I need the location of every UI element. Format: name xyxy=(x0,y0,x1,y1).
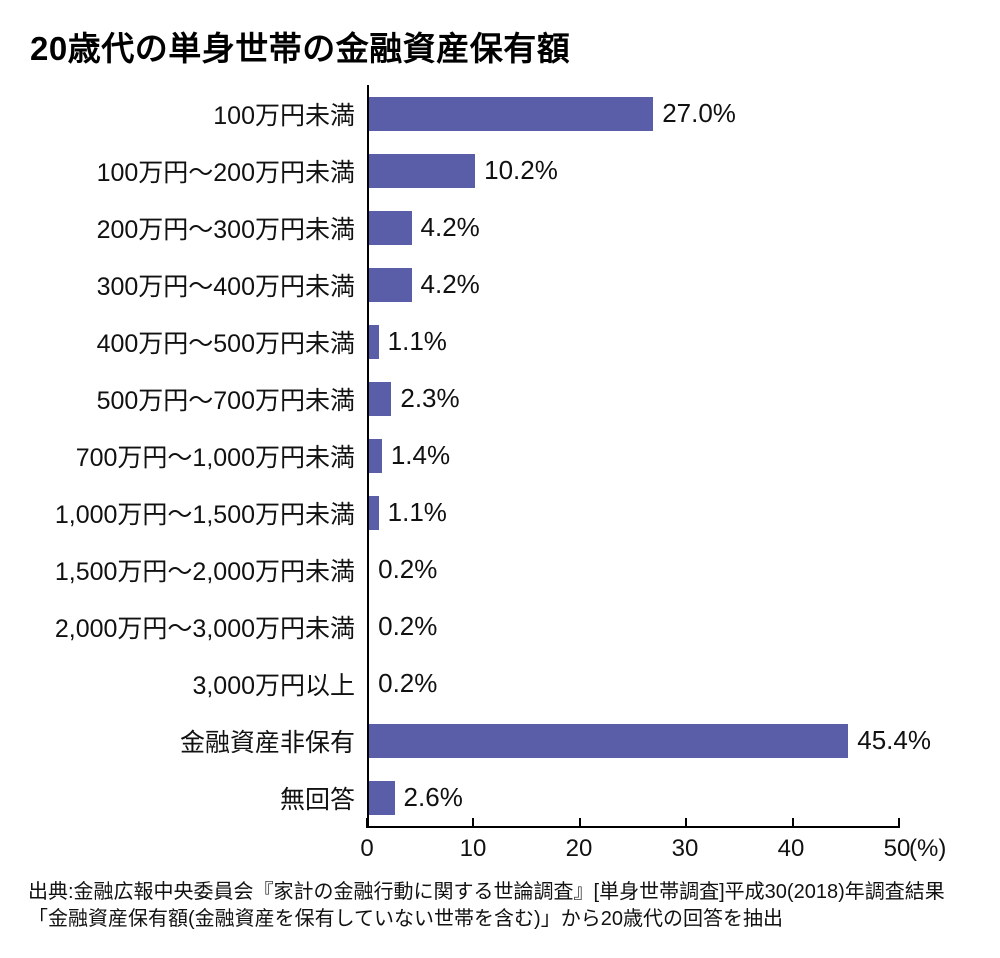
category-label: 700万円〜1,000万円未満 xyxy=(75,443,355,472)
bar-row: 500万円〜700万円未満 2.3% xyxy=(30,370,897,427)
bar-row: 100万円未満 27.0% xyxy=(30,85,897,142)
value-label: 10.2% xyxy=(484,155,558,185)
y-axis-line xyxy=(367,85,369,828)
category-label: 無回答 xyxy=(279,785,355,814)
x-axis-tick xyxy=(685,818,688,828)
bar xyxy=(367,495,379,530)
bar-row: 1,000万円〜1,500万円未満 1.1% xyxy=(30,484,897,541)
x-axis-tick-label: 20 xyxy=(565,835,593,862)
category-label: 1,000万円〜1,500万円未満 xyxy=(54,500,355,529)
bar xyxy=(367,723,849,758)
bar-plot-area: 4.2% xyxy=(367,256,897,313)
bar xyxy=(367,780,395,815)
x-axis-tick-label: 10 xyxy=(459,835,487,862)
source-line-1: 出典:金融広報中央委員会『家計の金融行動に関する世論調査』[単身世帯調査]平成3… xyxy=(28,881,945,903)
bar-row: 400万円〜500万円未満 1.1% xyxy=(30,313,897,370)
x-axis-tick-label: 40 xyxy=(777,835,805,862)
x-axis-tick xyxy=(472,818,475,828)
bar-row: 金融資産非保有 45.4% xyxy=(30,712,931,769)
bar-row: 100万円〜200万円未満 10.2% xyxy=(30,142,897,199)
category-label: 100万円〜200万円未満 xyxy=(96,158,355,187)
category-label: 金融資産非保有 xyxy=(179,728,355,757)
bar-plot-area: 1.1% xyxy=(367,313,897,370)
bar-plot-area: 0.2% xyxy=(367,655,897,712)
bar xyxy=(367,381,392,416)
bar xyxy=(367,267,412,302)
bar-plot-area: 2.6% xyxy=(367,769,897,826)
value-label: 1.4% xyxy=(390,440,451,470)
bar-rows: 100万円未満 27.0% 100万円〜200万円未満 10.2% 200万円〜300万… xyxy=(30,85,931,826)
x-axis-tick xyxy=(366,818,368,828)
bar-plot-area: 10.2% xyxy=(367,142,897,199)
x-axis-unit-label: (%) xyxy=(909,835,947,862)
x-axis-tick xyxy=(578,818,581,828)
chart-title: 20歳代の単身世帯の金融資産保有額 xyxy=(30,30,571,67)
bar xyxy=(367,210,412,245)
bar xyxy=(367,438,382,473)
bar-plot-area: 0.2% xyxy=(367,541,897,598)
bar-plot-area: 45.4% xyxy=(367,712,931,769)
x-axis-line xyxy=(366,818,900,828)
source-line-2: 「金融資産保有額(金融資産を保有していない世帯を含む)」から20歳代の回答を抽出 xyxy=(28,908,783,930)
bar xyxy=(367,153,476,188)
category-label: 300万円〜400万円未満 xyxy=(96,272,355,301)
value-label: 4.2% xyxy=(420,212,480,242)
x-axis-tick xyxy=(791,818,794,828)
bar-chart: 100万円未満 27.0% 100万円〜200万円未満 10.2% 200万円〜300万… xyxy=(30,85,946,862)
bar-plot-area: 27.0% xyxy=(367,85,897,142)
category-label: 500万円〜700万円未満 xyxy=(96,386,355,415)
bar xyxy=(367,324,379,359)
bar-plot-area: 1.4% xyxy=(367,427,897,484)
bar-plot-area: 4.2% xyxy=(367,199,897,256)
value-label: 27.0% xyxy=(662,98,736,128)
bar-row: 300万円〜400万円未満 4.2% xyxy=(30,256,897,313)
value-label: 1.1% xyxy=(387,497,447,527)
source-note: 出典:金融広報中央委員会『家計の金融行動に関する世論調査』[単身世帯調査]平成3… xyxy=(28,879,988,933)
value-label: 2.6% xyxy=(403,782,463,812)
value-label: 0.2% xyxy=(378,611,438,641)
category-label: 400万円〜500万円未満 xyxy=(96,329,355,358)
category-label: 1,500万円〜2,000万円未満 xyxy=(54,557,355,586)
category-label: 2,000万円〜3,000万円未満 xyxy=(54,614,355,643)
x-axis-tick-label: 0 xyxy=(360,835,374,862)
bar-plot-area: 2.3% xyxy=(367,370,897,427)
value-label: 45.4% xyxy=(857,725,931,755)
bar xyxy=(367,96,654,131)
bar-row: 2,000万円〜3,000万円未満 0.2% xyxy=(30,598,897,655)
bar-row: 無回答 2.6% xyxy=(30,769,897,826)
value-label: 0.2% xyxy=(378,554,438,584)
bar-plot-area: 1.1% xyxy=(367,484,897,541)
bar-row: 3,000万円以上 0.2% xyxy=(30,655,897,712)
category-label: 200万円〜300万円未満 xyxy=(96,215,355,244)
bar-row: 200万円〜300万円未満 4.2% xyxy=(30,199,897,256)
x-axis-tick-label: 30 xyxy=(671,835,699,862)
category-label: 3,000万円以上 xyxy=(192,671,355,700)
bar-row: 700万円〜1,000万円未満 1.4% xyxy=(30,427,897,484)
value-label: 0.2% xyxy=(378,668,438,698)
value-label: 2.3% xyxy=(400,383,460,413)
x-axis-tick-labels: (%) 0 10 20 30 40 50 xyxy=(360,835,946,865)
bar-plot-area: 0.2% xyxy=(367,598,897,655)
value-label: 4.2% xyxy=(420,269,480,299)
value-label: 1.1% xyxy=(387,326,447,356)
x-axis-tick xyxy=(898,818,900,828)
bar-row: 1,500万円〜2,000万円未満 0.2% xyxy=(30,541,897,598)
category-label: 100万円未満 xyxy=(213,101,355,130)
x-axis-tick-label: 50 xyxy=(883,835,911,862)
